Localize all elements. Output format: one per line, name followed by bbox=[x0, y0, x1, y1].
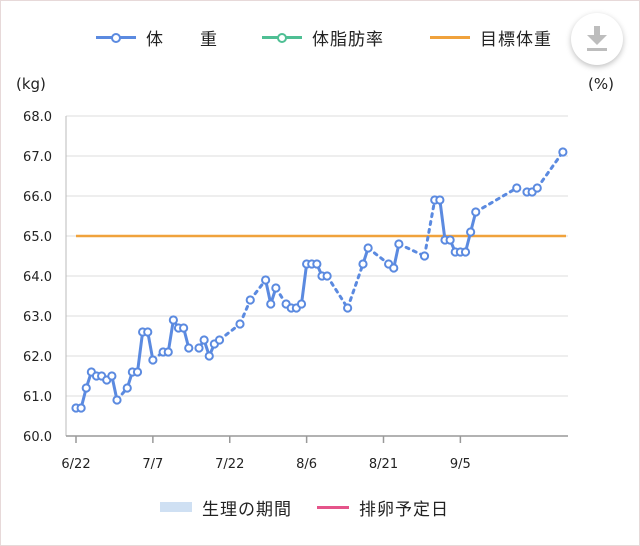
weight-point bbox=[143, 327, 153, 337]
weight-gap-segment bbox=[535, 150, 565, 190]
legend-target-label: 目標体重 bbox=[480, 29, 552, 50]
weight-point bbox=[235, 319, 245, 329]
download-icon bbox=[587, 26, 607, 51]
weight-point bbox=[419, 251, 430, 261]
weight-point bbox=[107, 371, 117, 381]
weight-point bbox=[296, 299, 307, 309]
weight-line-segment bbox=[136, 330, 145, 374]
legend-weight-label: 体 重 bbox=[146, 29, 218, 50]
weight-point bbox=[122, 383, 132, 393]
legend-weight-line-icon bbox=[96, 32, 136, 43]
y-tick-label: 68.0 bbox=[23, 110, 52, 125]
x-tick-label: 7/7 bbox=[142, 457, 163, 472]
weight-point bbox=[76, 403, 86, 413]
weight-point bbox=[343, 303, 353, 313]
weight-point bbox=[445, 235, 455, 245]
weight-point bbox=[532, 183, 542, 193]
weight-point bbox=[168, 315, 178, 325]
x-tick-label: 6/22 bbox=[61, 457, 90, 472]
y-axis-unit-right: (%) bbox=[588, 75, 614, 93]
weight-point bbox=[558, 147, 568, 157]
legend-item-target-weight[interactable]: 目標体重 bbox=[430, 26, 552, 50]
legend-item-ovulation[interactable]: 排卵予定日 bbox=[317, 495, 449, 520]
y-tick-label: 63.0 bbox=[23, 310, 52, 325]
weight-point bbox=[214, 335, 225, 345]
weight-point bbox=[389, 263, 399, 273]
weight-point bbox=[179, 323, 189, 333]
weight-line-segment bbox=[438, 198, 447, 242]
y-tick-label: 62.0 bbox=[23, 350, 52, 365]
weight-point bbox=[112, 395, 122, 405]
y-tick-label: 60.0 bbox=[23, 430, 52, 445]
y-tick-label: 64.0 bbox=[23, 270, 52, 285]
weight-point bbox=[132, 367, 143, 377]
weight-line-segment bbox=[300, 262, 309, 306]
weight-point bbox=[204, 351, 214, 361]
legend-top: 体 重 体脂肪率 目標体重 bbox=[0, 26, 560, 50]
weight-point bbox=[199, 335, 209, 345]
weight-point bbox=[163, 347, 173, 357]
legend-bottom: 生理の期間 排卵予定日 bbox=[0, 495, 640, 520]
weight-point bbox=[460, 247, 471, 257]
legend-ovulation-line-icon bbox=[317, 505, 349, 509]
legend-item-body-fat[interactable]: 体脂肪率 bbox=[262, 26, 384, 50]
x-tick-label: 7/22 bbox=[215, 457, 244, 472]
weight-point bbox=[194, 343, 204, 353]
weight-line-segment bbox=[146, 330, 155, 362]
weight-point bbox=[435, 195, 445, 205]
y-tick-label: 61.0 bbox=[23, 390, 52, 405]
weight-point bbox=[271, 283, 281, 293]
legend-item-period[interactable]: 生理の期間 bbox=[160, 495, 292, 520]
weight-gap-segment bbox=[474, 186, 519, 214]
weight-gap-segment bbox=[397, 242, 426, 258]
weight-gap-segment bbox=[325, 274, 350, 310]
legend-period-label: 生理の期間 bbox=[202, 499, 292, 520]
weight-point bbox=[466, 227, 476, 237]
x-tick-label: 8/21 bbox=[369, 457, 398, 472]
weight-point bbox=[322, 271, 332, 281]
legend-target-line-icon bbox=[430, 35, 470, 39]
y-axis-unit-left: (kg) bbox=[16, 75, 46, 93]
download-button[interactable] bbox=[571, 13, 623, 65]
weight-point bbox=[245, 295, 255, 305]
legend-period-swatch-icon bbox=[160, 502, 192, 512]
legend-body-fat-label: 体脂肪率 bbox=[312, 29, 384, 50]
weight-point bbox=[81, 383, 91, 393]
x-tick-label: 8/6 bbox=[296, 457, 317, 472]
weight-point bbox=[148, 355, 158, 365]
x-tick-label: 9/5 bbox=[450, 457, 471, 472]
weight-point bbox=[363, 243, 373, 253]
y-tick-label: 65.0 bbox=[23, 230, 52, 245]
weight-point bbox=[266, 299, 276, 309]
weight-point bbox=[261, 275, 271, 285]
y-tick-label: 67.0 bbox=[23, 150, 52, 165]
legend-item-weight[interactable]: 体 重 bbox=[96, 26, 218, 50]
weight-point bbox=[512, 183, 522, 193]
legend-ovulation-label: 排卵予定日 bbox=[359, 499, 449, 520]
legend-body-fat-line-icon bbox=[262, 32, 302, 43]
weight-line-segment bbox=[166, 318, 175, 354]
y-tick-label: 66.0 bbox=[23, 190, 52, 205]
weight-gap-segment bbox=[346, 262, 365, 310]
weight-series bbox=[74, 150, 565, 410]
weight-points bbox=[71, 147, 568, 413]
weight-point bbox=[471, 207, 481, 217]
weight-point bbox=[312, 259, 322, 269]
weight-point bbox=[184, 343, 194, 353]
weight-point bbox=[358, 259, 368, 269]
weight-gap-segment bbox=[423, 198, 437, 258]
weight-point bbox=[394, 239, 404, 249]
axes: 60.0 61.0 62.0 63.0 64.0 65.0 66.0 67.0 68.0 6/22… bbox=[23, 110, 568, 472]
